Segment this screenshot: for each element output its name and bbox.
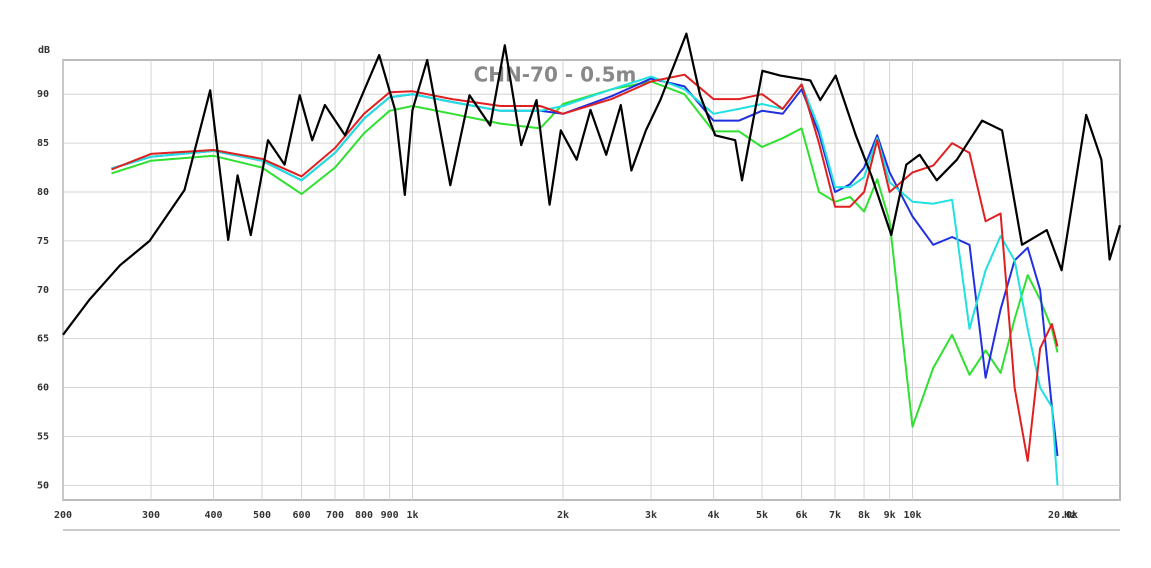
y-tick-label: 75 [37, 236, 49, 247]
x-tick-label: 900 [381, 510, 399, 521]
plot-frame [62, 59, 1121, 501]
x-tick-label: 300 [142, 510, 160, 521]
response-curve [111, 75, 1059, 486]
x-tick-label: 600 [293, 510, 311, 521]
x-tick-label: 200 [54, 510, 72, 521]
x-tick-label: 3k [645, 510, 657, 521]
x-tick-label: 9k [884, 510, 896, 521]
x-tick-label: 800 [355, 510, 373, 521]
response-curve [111, 73, 1059, 462]
x-tick-label: 5k [756, 510, 768, 521]
x-tick-label: 6k [796, 510, 808, 521]
x-tick-label: 20.0k [1048, 510, 1078, 521]
x-tick-label: 500 [253, 510, 271, 521]
y-tick-label: 90 [37, 89, 49, 100]
x-tick-label: 700 [326, 510, 344, 521]
x-tick-label: 8k [858, 510, 870, 521]
y-tick-label: 60 [37, 383, 49, 394]
y-tick-label: 50 [37, 480, 49, 491]
y-unit: dB [38, 45, 50, 56]
x-tick-label: 10k [903, 510, 921, 521]
x-tick-label: 400 [204, 510, 222, 521]
response-curve [62, 32, 1122, 336]
y-tick-label: 70 [37, 285, 49, 296]
x-unit: Hz [1064, 510, 1076, 521]
y-tick-label: 85 [37, 138, 49, 149]
x-tick-label: 2k [557, 510, 569, 521]
x-tick-label: 7k [829, 510, 841, 521]
x-tick-label: 1k [406, 510, 418, 521]
y-tick-label: 55 [37, 431, 49, 442]
y-tick-label: 80 [37, 187, 49, 198]
y-tick-label: 65 [37, 334, 49, 345]
x-tick-label: 4k [708, 510, 720, 521]
